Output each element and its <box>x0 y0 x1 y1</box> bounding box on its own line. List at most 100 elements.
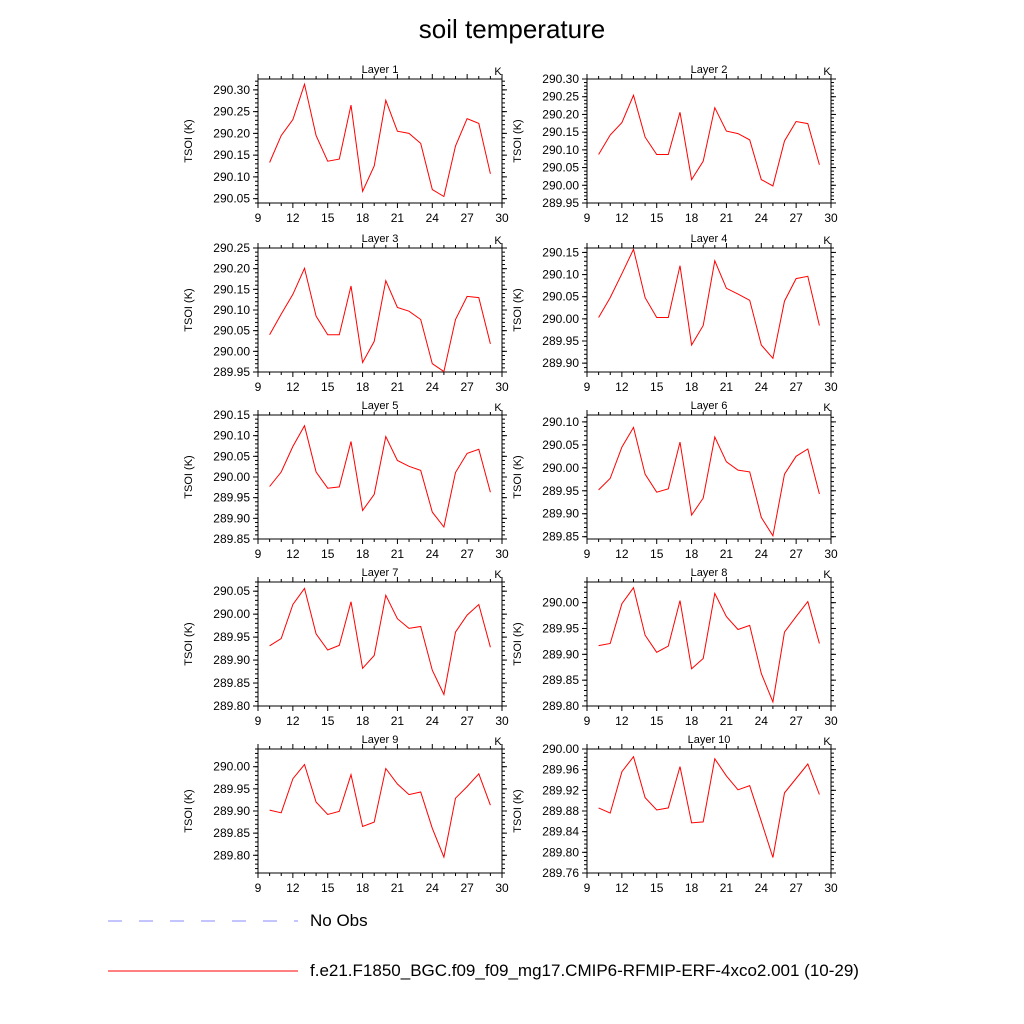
chart-layer-6: Layer 6 K TSOI (K) 9 12 15 18 21 24 27 30 289.85 289… <box>512 400 838 561</box>
y-tick-label: 290.20 <box>213 126 250 140</box>
y-axis-label: TSOI (K) <box>512 288 524 331</box>
y-tick-label: 289.85 <box>213 532 250 546</box>
y-tick-label: 290.10 <box>213 429 250 443</box>
y-tick-label: 290.25 <box>213 241 250 255</box>
y-tick-label: 290.15 <box>213 282 250 296</box>
plot-frame <box>257 748 503 874</box>
x-tick-label: 18 <box>685 380 699 394</box>
x-tick-label: 12 <box>615 881 629 895</box>
plot-frame <box>586 78 832 204</box>
unit-label: K <box>823 235 831 247</box>
y-tick-label: 289.90 <box>542 507 579 521</box>
y-tick-label: 290.00 <box>542 178 579 192</box>
series-line-1 <box>269 763 491 859</box>
x-tick-label: 21 <box>391 547 405 561</box>
x-tick-label: 18 <box>685 714 699 728</box>
x-tick-label: 27 <box>460 547 474 561</box>
unit-label: K <box>494 736 502 748</box>
x-tick-label: 27 <box>789 380 803 394</box>
panel-title: Layer 4 <box>691 233 728 245</box>
x-tick-label: 9 <box>584 380 591 394</box>
y-tick-label: 289.90 <box>213 511 250 525</box>
y-tick-label: 289.90 <box>542 356 579 370</box>
series-line-1 <box>598 586 820 704</box>
x-tick-label: 24 <box>755 547 769 561</box>
y-tick-label: 289.90 <box>213 804 250 818</box>
x-tick-label: 30 <box>824 714 838 728</box>
y-tick-label: 290.05 <box>213 192 250 206</box>
y-axis-label: TSOI (K) <box>183 622 195 665</box>
unit-label: K <box>823 569 831 581</box>
y-tick-label: 290.00 <box>213 760 250 774</box>
legend-model-line <box>108 970 298 972</box>
x-tick-label: 27 <box>460 380 474 394</box>
y-tick-label: 289.85 <box>542 530 579 544</box>
y-tick-label: 289.85 <box>213 676 250 690</box>
x-tick-label: 15 <box>650 547 664 561</box>
x-tick-label: 15 <box>650 881 664 895</box>
x-tick-label: 27 <box>460 881 474 895</box>
y-tick-label: 290.05 <box>542 161 579 175</box>
x-tick-label: 9 <box>584 211 591 225</box>
series-line-1 <box>598 426 820 538</box>
x-tick-label: 12 <box>615 211 629 225</box>
x-tick-label: 21 <box>391 211 405 225</box>
unit-label: K <box>823 402 831 414</box>
y-axis-label: TSOI (K) <box>183 288 195 331</box>
series-line-1 <box>269 266 491 373</box>
panel-title: Layer 6 <box>691 400 728 412</box>
y-tick-label: 290.00 <box>542 596 579 610</box>
y-tick-label: 290.05 <box>542 438 579 452</box>
y-tick-label: 289.95 <box>213 491 250 505</box>
x-tick-label: 21 <box>391 380 405 394</box>
x-tick-label: 30 <box>495 380 509 394</box>
chart-layer-9: Layer 9 K TSOI (K) 9 12 15 18 21 24 27 30 289.80 289… <box>183 734 509 895</box>
y-axis-label: TSOI (K) <box>512 455 524 498</box>
y-tick-label: 289.80 <box>213 848 250 862</box>
plot-frame <box>586 748 832 874</box>
y-tick-label: 289.80 <box>542 699 579 713</box>
panel-title: Layer 10 <box>688 734 731 746</box>
y-tick-label: 289.95 <box>542 484 579 498</box>
x-tick-label: 15 <box>321 380 335 394</box>
x-tick-label: 15 <box>650 380 664 394</box>
x-tick-label: 30 <box>495 211 509 225</box>
y-tick-label: 290.00 <box>542 461 579 475</box>
x-tick-label: 30 <box>824 881 838 895</box>
y-tick-label: 290.15 <box>542 245 579 259</box>
x-tick-label: 9 <box>255 881 262 895</box>
x-tick-label: 24 <box>755 714 769 728</box>
plot-frame <box>257 581 503 707</box>
x-tick-label: 18 <box>356 714 370 728</box>
x-tick-label: 24 <box>755 881 769 895</box>
y-tick-label: 290.05 <box>542 290 579 304</box>
x-tick-label: 15 <box>321 714 335 728</box>
x-tick-label: 9 <box>255 547 262 561</box>
x-tick-label: 18 <box>356 380 370 394</box>
x-tick-label: 21 <box>720 714 734 728</box>
x-tick-label: 18 <box>356 881 370 895</box>
unit-label: K <box>494 402 502 414</box>
x-tick-label: 27 <box>460 714 474 728</box>
y-tick-label: 289.90 <box>213 653 250 667</box>
x-tick-label: 18 <box>356 547 370 561</box>
x-tick-label: 24 <box>426 714 440 728</box>
x-tick-label: 9 <box>584 547 591 561</box>
y-tick-label: 289.85 <box>213 826 250 840</box>
x-tick-label: 21 <box>391 714 405 728</box>
x-tick-label: 18 <box>685 881 699 895</box>
chart-layer-1: Layer 1 K TSOI (K) 9 12 15 18 21 24 27 30 290.05 290… <box>183 64 509 225</box>
plot-frame <box>586 414 832 540</box>
x-tick-label: 15 <box>321 881 335 895</box>
y-tick-label: 289.96 <box>542 763 579 777</box>
chart-layer-8: Layer 8 K TSOI (K) 9 12 15 18 21 24 27 30 289.80 289… <box>512 567 838 728</box>
panel-title: Layer 5 <box>362 400 399 412</box>
chart-layer-2: Layer 2 K TSOI (K) 9 12 15 18 21 24 27 30 289.95 290… <box>512 64 838 225</box>
x-tick-label: 27 <box>460 211 474 225</box>
x-tick-label: 12 <box>286 714 300 728</box>
unit-label: K <box>823 66 831 78</box>
y-axis-label: TSOI (K) <box>512 622 524 665</box>
series-line-1 <box>598 247 820 360</box>
y-tick-label: 289.76 <box>542 866 579 880</box>
series-line-1 <box>269 82 491 198</box>
